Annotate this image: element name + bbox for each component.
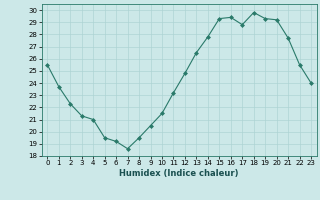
X-axis label: Humidex (Indice chaleur): Humidex (Indice chaleur) — [119, 169, 239, 178]
